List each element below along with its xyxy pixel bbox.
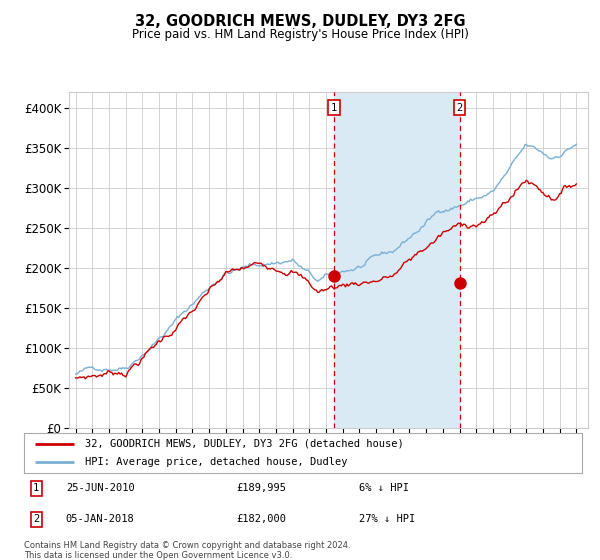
- Text: 32, GOODRICH MEWS, DUDLEY, DY3 2FG (detached house): 32, GOODRICH MEWS, DUDLEY, DY3 2FG (deta…: [85, 439, 404, 449]
- Text: £182,000: £182,000: [236, 514, 286, 524]
- Text: 27% ↓ HPI: 27% ↓ HPI: [359, 514, 415, 524]
- Text: Contains HM Land Registry data © Crown copyright and database right 2024.
This d: Contains HM Land Registry data © Crown c…: [24, 541, 350, 560]
- Text: 2: 2: [457, 102, 463, 113]
- Text: 25-JUN-2010: 25-JUN-2010: [66, 483, 134, 493]
- Text: £189,995: £189,995: [236, 483, 286, 493]
- Text: Price paid vs. HM Land Registry's House Price Index (HPI): Price paid vs. HM Land Registry's House …: [131, 28, 469, 41]
- Text: 6% ↓ HPI: 6% ↓ HPI: [359, 483, 409, 493]
- Text: 32, GOODRICH MEWS, DUDLEY, DY3 2FG: 32, GOODRICH MEWS, DUDLEY, DY3 2FG: [134, 14, 466, 29]
- Text: 1: 1: [331, 102, 337, 113]
- Bar: [334, 92, 460, 428]
- Text: 2: 2: [33, 514, 40, 524]
- Text: 1: 1: [33, 483, 40, 493]
- Text: HPI: Average price, detached house, Dudley: HPI: Average price, detached house, Dudl…: [85, 458, 348, 467]
- Text: 05-JAN-2018: 05-JAN-2018: [66, 514, 134, 524]
